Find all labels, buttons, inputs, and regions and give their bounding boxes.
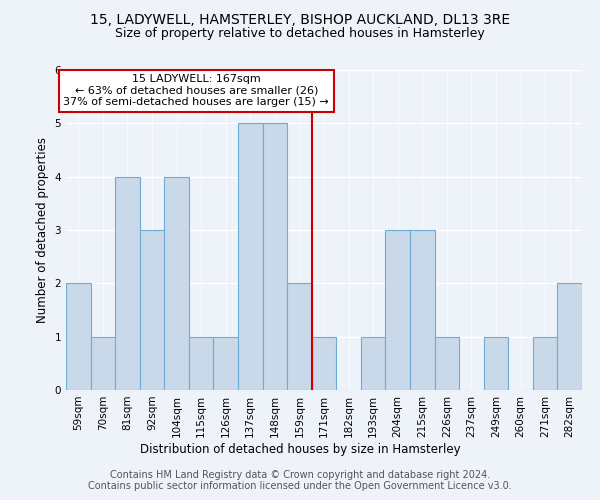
Bar <box>140 230 164 390</box>
Y-axis label: Number of detached properties: Number of detached properties <box>36 137 49 323</box>
Bar <box>434 336 459 390</box>
Bar <box>66 284 91 390</box>
Bar <box>263 124 287 390</box>
Bar <box>287 284 312 390</box>
Bar <box>189 336 214 390</box>
Bar <box>238 124 263 390</box>
Bar <box>164 176 189 390</box>
Text: Contains public sector information licensed under the Open Government Licence v3: Contains public sector information licen… <box>88 481 512 491</box>
Bar <box>533 336 557 390</box>
Bar <box>385 230 410 390</box>
Text: Contains HM Land Registry data © Crown copyright and database right 2024.: Contains HM Land Registry data © Crown c… <box>110 470 490 480</box>
Bar <box>484 336 508 390</box>
Text: Distribution of detached houses by size in Hamsterley: Distribution of detached houses by size … <box>140 442 460 456</box>
Bar <box>312 336 336 390</box>
Bar <box>410 230 434 390</box>
Bar <box>361 336 385 390</box>
Text: Size of property relative to detached houses in Hamsterley: Size of property relative to detached ho… <box>115 28 485 40</box>
Text: 15 LADYWELL: 167sqm
← 63% of detached houses are smaller (26)
37% of semi-detach: 15 LADYWELL: 167sqm ← 63% of detached ho… <box>64 74 329 108</box>
Bar <box>91 336 115 390</box>
Bar <box>557 284 582 390</box>
Bar <box>214 336 238 390</box>
Text: 15, LADYWELL, HAMSTERLEY, BISHOP AUCKLAND, DL13 3RE: 15, LADYWELL, HAMSTERLEY, BISHOP AUCKLAN… <box>90 12 510 26</box>
Bar <box>115 176 140 390</box>
